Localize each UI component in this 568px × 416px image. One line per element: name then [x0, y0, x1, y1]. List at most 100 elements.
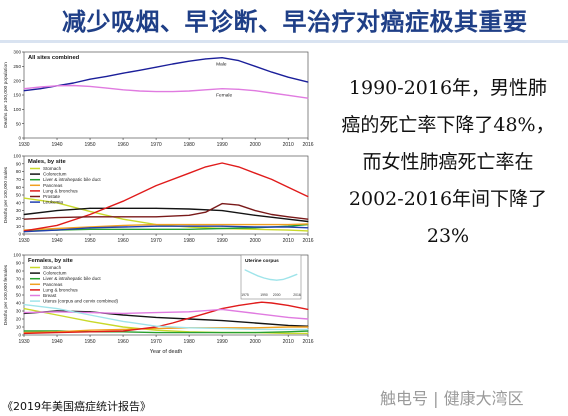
data-point-pancreas — [307, 326, 309, 328]
data-point-pancreas — [56, 228, 58, 230]
data-point-lung-bronchus — [307, 308, 309, 310]
inset-x-tick-label: 1990 — [260, 293, 268, 297]
inset-x-tick-label: 1975 — [241, 293, 249, 297]
y-tick-label: 70 — [16, 277, 22, 282]
data-point-breast — [254, 312, 256, 314]
data-point-breast — [122, 312, 124, 314]
x-tick-label: 2016 — [302, 238, 313, 242]
data-point-male — [73, 82, 75, 84]
data-point-breast — [188, 311, 190, 313]
y-tick-label: 70 — [16, 177, 22, 182]
data-point-stomach — [56, 202, 58, 204]
inset-data-point — [263, 277, 265, 279]
data-point-female — [89, 85, 91, 87]
data-point-male — [139, 69, 141, 71]
data-point-female — [271, 92, 273, 94]
legend-label-lung-bronchus: Lung & bronchus — [43, 188, 78, 193]
data-point-pancreas — [287, 326, 289, 328]
data-point-leukemia — [23, 231, 25, 233]
y-tick-label: 0 — [18, 333, 21, 338]
data-point-prostate — [89, 216, 91, 218]
data-point-prostate — [307, 218, 309, 220]
data-point-colorectum — [221, 320, 223, 322]
stats-line: 而女性肺癌死亡率在 — [362, 151, 534, 173]
stats-line: 1990-2016年，男性肺 — [348, 77, 548, 99]
data-point-colorectum — [287, 218, 289, 220]
data-point-liver-intrahepatic-bile-duct — [122, 228, 124, 230]
y-tick-label: 80 — [16, 269, 22, 274]
legend-label-pancreas: Pancreas — [43, 183, 63, 188]
data-point-colorectum — [254, 322, 256, 324]
data-point-lung-bronchus — [172, 322, 174, 324]
data-point-prostate — [254, 210, 256, 212]
data-point-lung-bronchus — [155, 185, 157, 187]
data-point-female — [238, 88, 240, 90]
data-point-female — [254, 90, 256, 92]
legend-label-colorectum: Colorectum — [43, 172, 67, 177]
data-point-breast — [221, 308, 223, 310]
data-point-leukemia — [89, 227, 91, 229]
data-point-male — [89, 78, 91, 80]
series-line-female — [23, 84, 309, 99]
data-point-lung-bronchus — [254, 302, 256, 304]
source-footnote: 《2019年美国癌症统计报告》 — [2, 400, 151, 413]
data-point-uterus-corpus-and-cervix-combined — [23, 304, 25, 306]
chart-title: Males, by site — [28, 159, 66, 165]
data-point-stomach — [122, 326, 124, 328]
series-line-colorectum — [23, 207, 309, 223]
data-point-male — [221, 57, 223, 59]
data-point-breast — [155, 312, 157, 314]
data-point-female — [56, 85, 58, 87]
series-label-female: Female — [216, 93, 232, 99]
data-point-lung-bronchus — [89, 214, 91, 215]
x-axis-label: Year of death — [150, 349, 183, 355]
series-label-male: Male — [216, 62, 227, 68]
legend-label-leukemia: Leukemia — [43, 200, 63, 205]
data-point-colorectum — [254, 214, 256, 216]
data-point-pancreas — [254, 327, 256, 329]
inset-data-point — [269, 278, 271, 280]
data-point-lung-bronchus — [122, 200, 124, 202]
data-point-male — [23, 90, 25, 92]
data-point-prostate — [221, 203, 223, 205]
inset-data-point — [250, 272, 252, 274]
x-tick-label: 2000 — [250, 339, 261, 345]
x-tick-label: 1990 — [217, 238, 228, 242]
y-tick-label: 40 — [16, 200, 22, 205]
data-point-prostate — [205, 211, 207, 213]
data-point-female — [307, 97, 309, 99]
data-point-stomach — [23, 197, 25, 199]
data-point-stomach — [254, 228, 256, 230]
data-point-liver-intrahepatic-bile-duct — [221, 332, 223, 334]
data-point-female — [40, 86, 42, 88]
x-tick-label: 1990 — [217, 339, 228, 345]
data-point-lung-bronchus — [122, 330, 124, 332]
inset-title: Uterine corpus — [245, 258, 279, 264]
stats-line: 23% — [426, 225, 470, 247]
series-line-uterus-corpus-and-cervix-combined — [23, 303, 308, 331]
x-tick-label: 1990 — [217, 142, 228, 148]
y-tick-label: 0 — [18, 232, 21, 237]
data-point-lung-bronchus — [221, 162, 223, 164]
x-tick-label: 2016 — [302, 142, 313, 148]
y-tick-label: 20 — [16, 317, 22, 322]
data-point-uterus-corpus-and-cervix-combined — [221, 328, 223, 330]
data-point-female — [172, 91, 174, 93]
legend-label-breast: Breast — [43, 293, 57, 298]
data-point-prostate — [56, 217, 58, 219]
data-point-female — [122, 89, 124, 91]
data-point-male — [172, 63, 174, 65]
x-tick-label: 2010 — [283, 238, 294, 242]
inset-data-point — [296, 273, 298, 275]
data-point-male — [122, 72, 124, 74]
data-point-lung-bronchus — [287, 304, 289, 306]
data-point-lung-bronchus — [271, 178, 273, 180]
legend-label-stomach: Stomach — [43, 166, 62, 171]
data-point-prostate — [188, 214, 190, 216]
data-point-pancreas — [155, 224, 157, 226]
series-line-pancreas — [23, 223, 309, 231]
x-tick-label: 1960 — [118, 238, 129, 242]
legend-label-liver-intrahepatic-bile-duct: Liver & intrahepatic bile duct — [43, 276, 101, 281]
data-point-uterus-corpus-and-cervix-combined — [89, 314, 91, 316]
data-point-uterus-corpus-and-cervix-combined — [56, 308, 58, 310]
